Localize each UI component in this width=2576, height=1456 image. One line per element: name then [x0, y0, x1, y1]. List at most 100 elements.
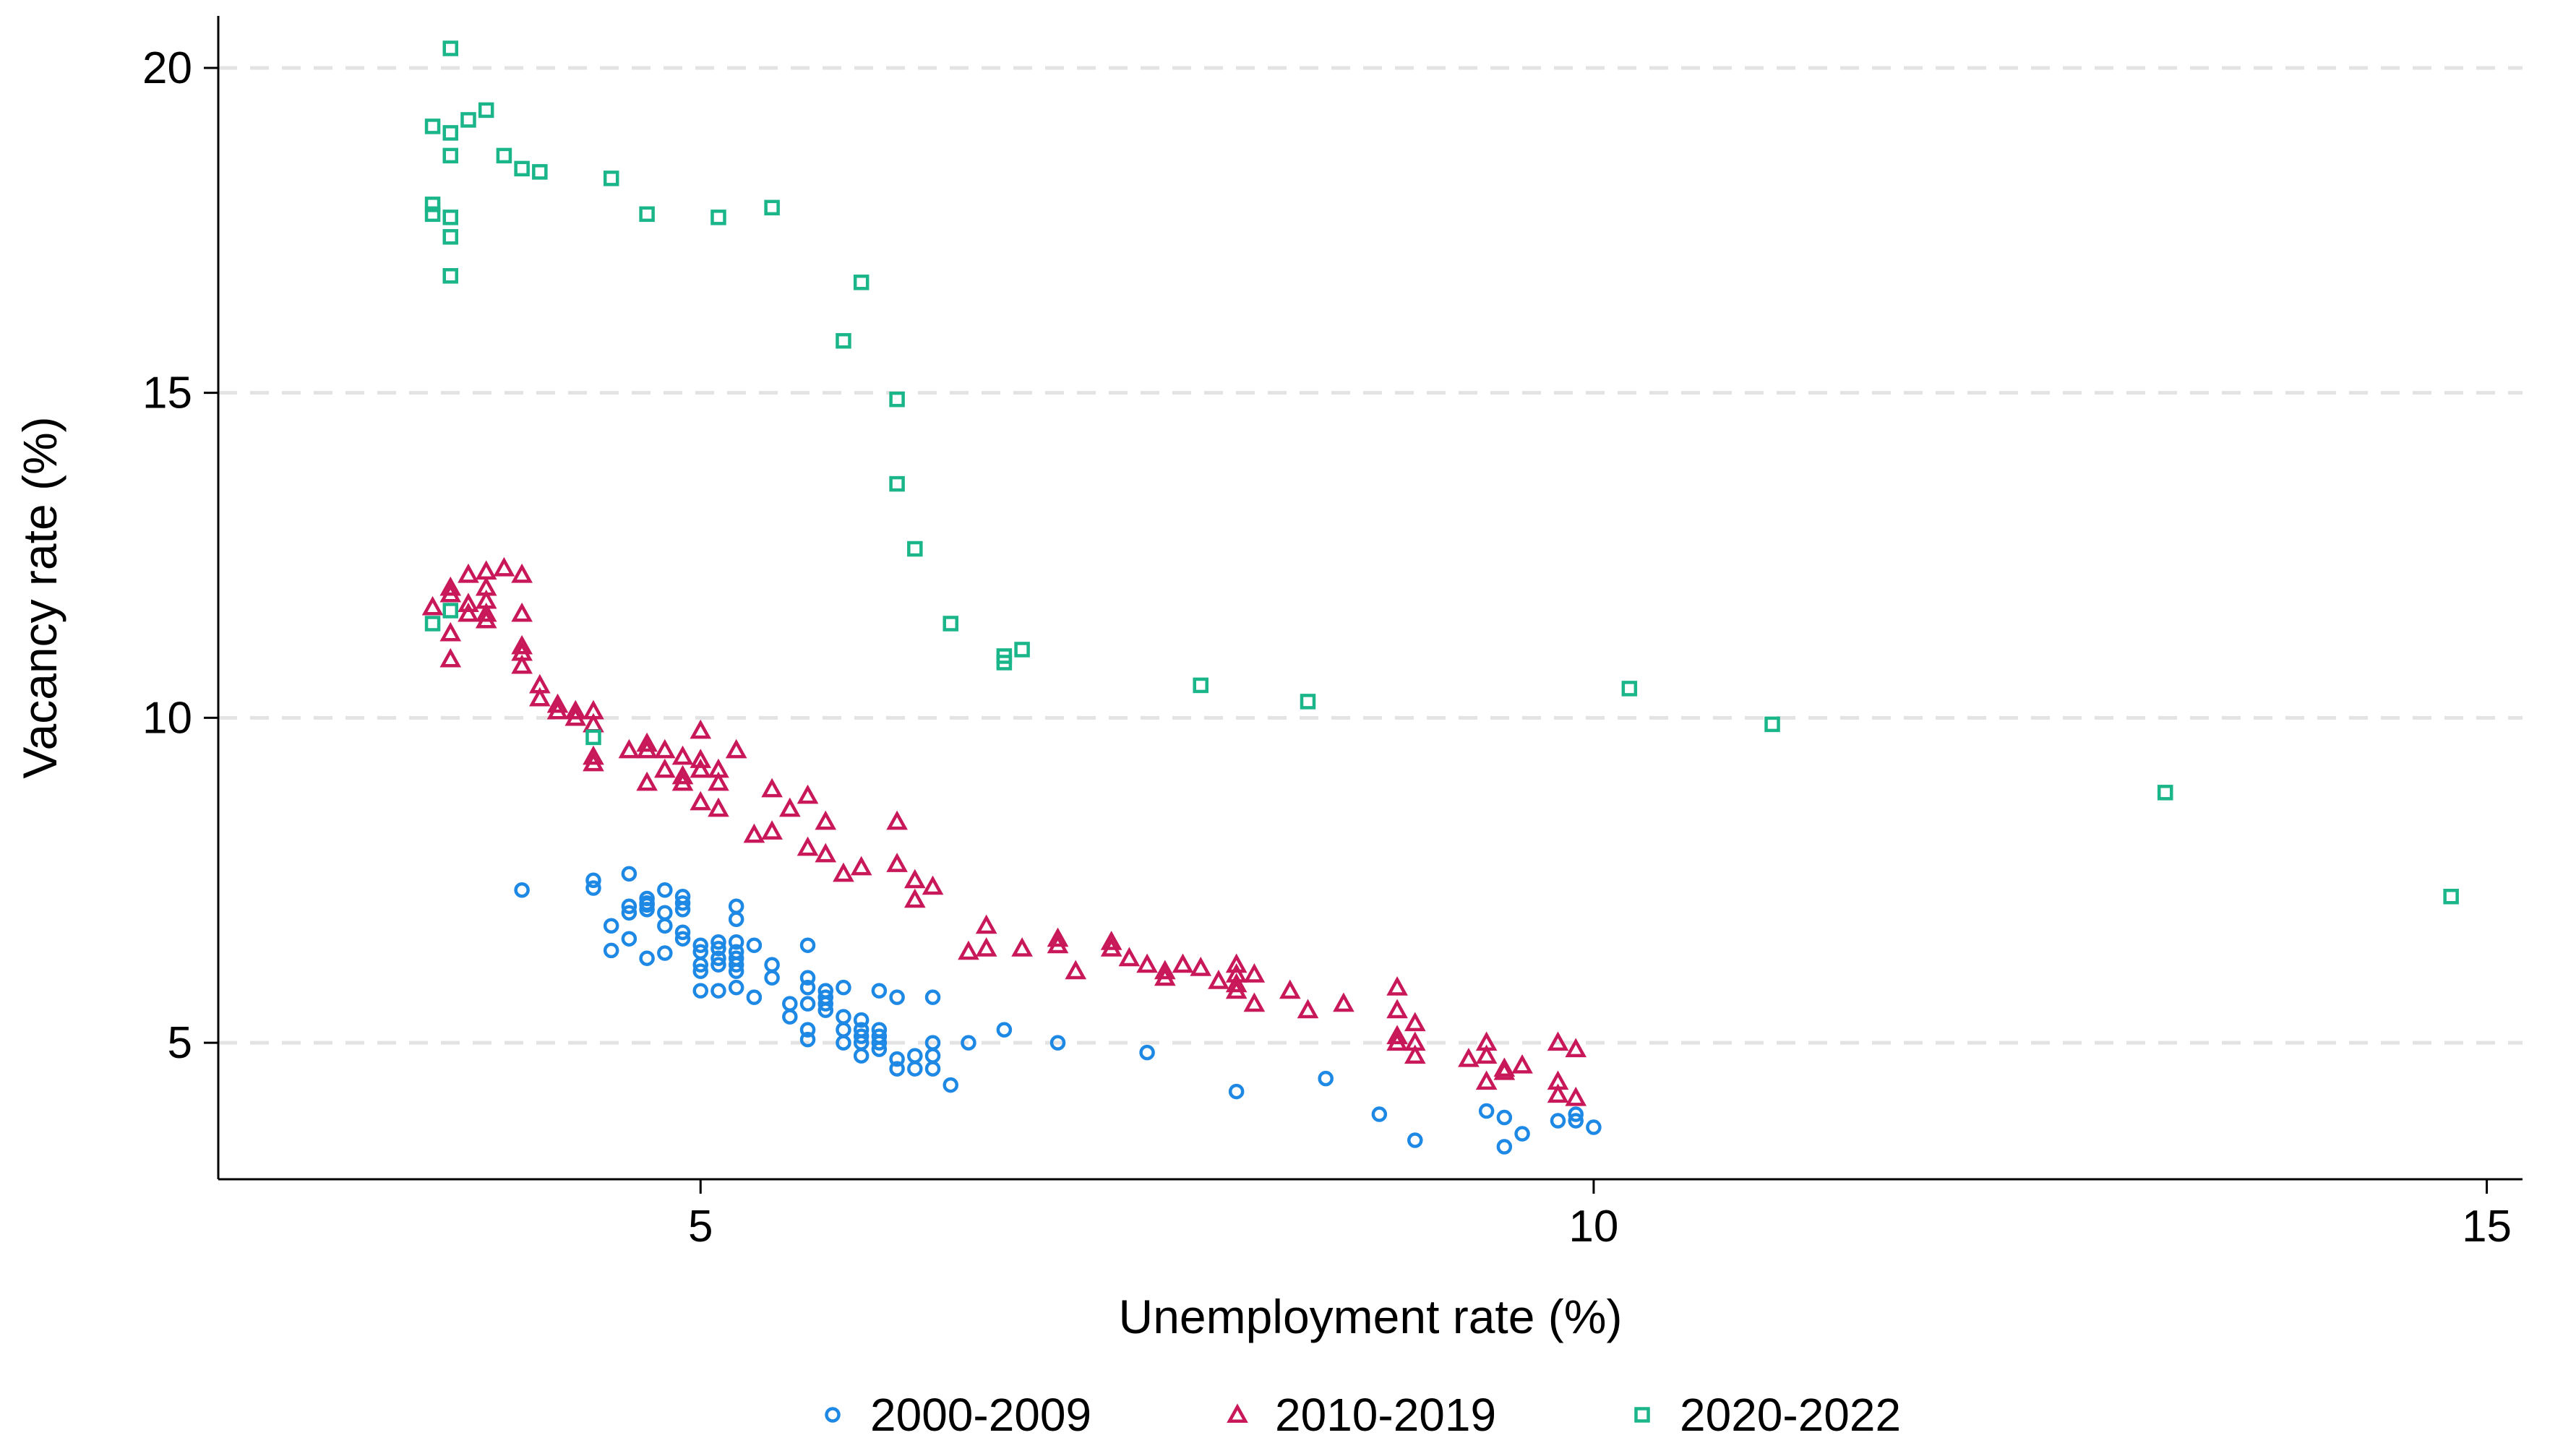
data-point [636, 732, 658, 752]
data-point [728, 979, 744, 996]
data-point [815, 810, 837, 830]
data-point [903, 888, 926, 908]
data-point [529, 686, 551, 707]
data-point [886, 810, 908, 830]
data-point [585, 872, 601, 889]
data-point [496, 147, 512, 164]
data-point [1475, 1070, 1498, 1090]
data-point [657, 945, 673, 961]
data-point [1371, 1106, 1388, 1122]
data-point [514, 882, 530, 898]
data-point [817, 1002, 833, 1018]
data-point [511, 563, 533, 583]
data-point [853, 275, 870, 290]
data-point [996, 1022, 1013, 1038]
data-point [903, 869, 926, 889]
data-point [710, 957, 726, 973]
data-point [674, 931, 691, 947]
data-point [1550, 1113, 1566, 1129]
data-point [708, 797, 729, 817]
data-point [603, 171, 619, 186]
data-point [424, 206, 441, 223]
data-point [1478, 1103, 1495, 1119]
data-point [1586, 1119, 1602, 1135]
data-point [782, 1009, 798, 1025]
data-point [674, 924, 691, 940]
data-point [674, 901, 691, 918]
data-point [1386, 976, 1408, 996]
data-point [1458, 1047, 1480, 1067]
data-points [421, 40, 2459, 1155]
data-point [511, 602, 533, 622]
data-point [618, 738, 640, 759]
data-point [1225, 973, 1248, 993]
data-point [475, 560, 497, 580]
data-point [1047, 927, 1069, 947]
data-point [836, 332, 851, 349]
data-point [797, 836, 819, 856]
y-tick-label: 10 [142, 693, 192, 743]
x-tick-label: 10 [1568, 1202, 1618, 1252]
data-point [764, 970, 780, 986]
data-point [439, 582, 462, 603]
data-point [728, 911, 744, 927]
data-point [1404, 1044, 1426, 1064]
data-point [460, 112, 476, 128]
data-point [478, 102, 494, 119]
legend-marker [825, 1407, 841, 1423]
data-point [782, 996, 798, 1012]
data-point [1511, 1054, 1533, 1074]
data-point [511, 654, 533, 674]
data-point [761, 777, 783, 798]
data-point [1514, 1126, 1530, 1142]
data-point [424, 197, 441, 212]
tick-marks-and-labels: 5 10 15 20 5 10 15 [142, 43, 2512, 1252]
legend-item: 2010-2019 [1227, 1389, 1496, 1441]
data-point [1386, 999, 1408, 1019]
data-point [458, 602, 479, 622]
data-point [674, 895, 691, 911]
legend: 2000-2009 2010-2019 2020-2022 [825, 1389, 1901, 1441]
data-point [1049, 1035, 1066, 1051]
y-tick-label: 15 [142, 369, 192, 418]
data-point [532, 164, 548, 180]
data-point [1547, 1083, 1569, 1103]
data-point [853, 1028, 870, 1044]
legend-item: 2020-2022 [1634, 1389, 1901, 1441]
data-point [907, 1061, 923, 1077]
data-point [889, 989, 905, 1005]
data-point [1154, 966, 1176, 986]
axes [217, 16, 2523, 1181]
data-point [1014, 642, 1030, 658]
data-point [603, 942, 619, 959]
data-point [621, 905, 637, 921]
data-point [1118, 947, 1141, 967]
data-point [889, 391, 905, 408]
data-point [907, 540, 923, 557]
data-point [654, 758, 676, 778]
series-2000-2009 [514, 866, 1602, 1155]
data-point [799, 937, 816, 953]
data-point [439, 647, 462, 668]
data-point [1136, 953, 1158, 973]
data-point [725, 738, 747, 759]
legend-marker [1227, 1403, 1248, 1423]
data-point [799, 1031, 816, 1048]
data-point [924, 1048, 941, 1064]
data-point [836, 1035, 851, 1051]
data-point [746, 989, 763, 1005]
data-point [799, 1022, 816, 1038]
data-point [442, 229, 459, 245]
data-point [1297, 999, 1319, 1019]
data-point [671, 764, 694, 785]
data-point [1407, 1132, 1423, 1148]
data-point [585, 729, 601, 746]
series-2010-2019 [421, 556, 1587, 1106]
data-point [958, 940, 979, 960]
data-point [1225, 953, 1248, 973]
legend-label: 2020-2022 [1680, 1389, 1901, 1441]
data-point [442, 210, 459, 225]
data-point [1300, 694, 1316, 710]
data-point [1568, 1113, 1584, 1129]
